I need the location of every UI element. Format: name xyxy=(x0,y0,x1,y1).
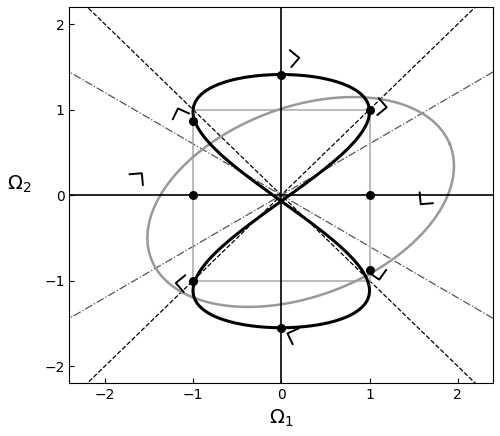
X-axis label: $\Omega_1$: $\Omega_1$ xyxy=(269,408,293,429)
Y-axis label: $\Omega_2$: $\Omega_2$ xyxy=(7,174,32,195)
Bar xyxy=(193,109,370,281)
